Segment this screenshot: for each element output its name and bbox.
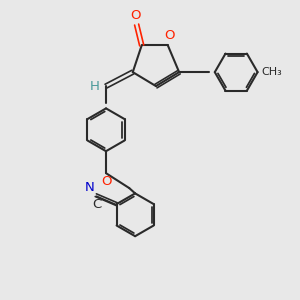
Text: C: C <box>92 198 101 211</box>
Text: CH₃: CH₃ <box>261 67 282 77</box>
Text: N: N <box>85 181 94 194</box>
Text: O: O <box>130 9 140 22</box>
Text: H: H <box>90 80 100 93</box>
Text: O: O <box>164 29 175 42</box>
Text: O: O <box>101 175 112 188</box>
